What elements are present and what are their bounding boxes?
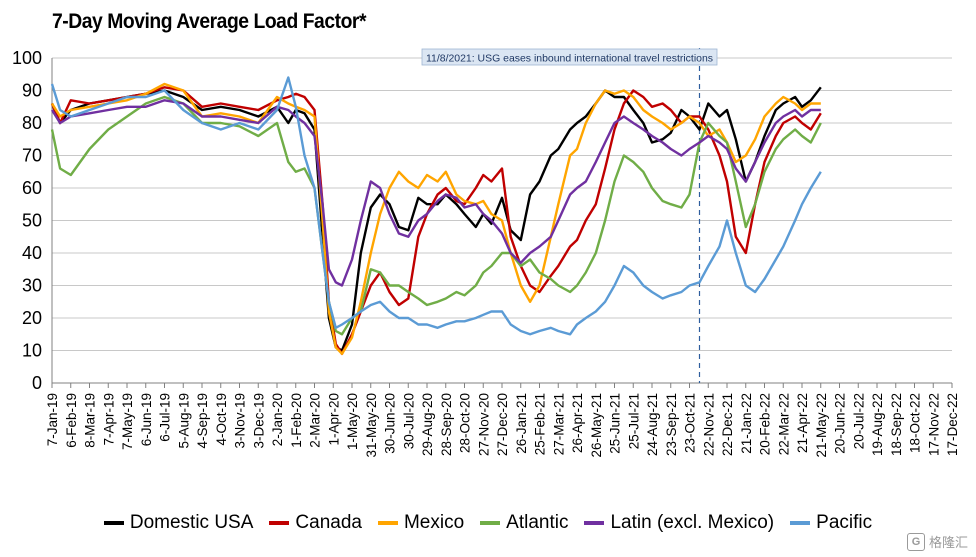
y-tick-label: 10 bbox=[22, 341, 42, 361]
x-tick-label: 21-May-22 bbox=[814, 393, 829, 458]
x-tick-label: 27-Mar-21 bbox=[551, 393, 566, 455]
y-tick-label: 40 bbox=[22, 243, 42, 263]
series-line-atlantic bbox=[50, 95, 822, 336]
legend-swatch bbox=[790, 521, 811, 525]
x-tick-label: 1-Feb-20 bbox=[289, 393, 304, 448]
annotation-box bbox=[421, 48, 718, 66]
x-tick-label: 7-Jan-19 bbox=[45, 393, 60, 446]
x-tick-label: 3-Dec-19 bbox=[251, 393, 266, 449]
x-axis: 7-Jan-19 6-Feb-19 8-Mar-19 7-Apr-19 7-May-19… bbox=[45, 382, 960, 458]
legend-item: Domestic USA bbox=[103, 512, 254, 534]
watermark-text: 格隆汇 bbox=[928, 535, 968, 550]
legend-label: Domestic USA bbox=[129, 512, 254, 533]
x-tick-label: 28-Sep-20 bbox=[439, 393, 454, 456]
x-tick-label: 26-Apr-21 bbox=[570, 393, 585, 453]
annotation-layer: 11/8/2021: USG eases inbound internation… bbox=[421, 48, 718, 383]
y-tick-label: 0 bbox=[32, 373, 42, 393]
x-tick-label: 22-Nov-21 bbox=[701, 393, 716, 456]
x-tick-label: 19-Aug-22 bbox=[870, 393, 885, 456]
legend-item: Latin (excl. Mexico) bbox=[584, 512, 774, 534]
x-tick-label: 3-Nov-19 bbox=[233, 393, 248, 449]
watermark: G 格隆汇 bbox=[906, 532, 968, 551]
x-tick-label: 17-Nov-22 bbox=[926, 393, 941, 456]
x-tick-label: 26-May-21 bbox=[589, 393, 604, 458]
x-tick-label: 5-Aug-19 bbox=[176, 393, 191, 449]
x-tick-label: 22-Mar-22 bbox=[776, 393, 791, 455]
y-tick-label: 30 bbox=[22, 276, 42, 296]
legend-item: Pacific bbox=[790, 512, 872, 534]
x-tick-label: 17-Dec-22 bbox=[945, 393, 960, 456]
legend-label: Canada bbox=[295, 512, 362, 533]
legend-item: Atlantic bbox=[480, 512, 568, 534]
legend-item: Canada bbox=[269, 512, 362, 534]
y-tick-label: 70 bbox=[22, 146, 42, 166]
legend-swatch bbox=[103, 521, 124, 525]
x-tick-label: 8-Mar-19 bbox=[83, 393, 98, 448]
watermark-logo-icon: G bbox=[906, 532, 925, 551]
legend-label: Mexico bbox=[403, 512, 465, 533]
x-tick-label: 7-Apr-19 bbox=[101, 393, 116, 446]
x-tick-label: 4-Oct-19 bbox=[214, 393, 229, 446]
x-tick-label: 21-Apr-22 bbox=[795, 393, 810, 453]
legend-swatch bbox=[269, 521, 290, 525]
y-tick-label: 60 bbox=[22, 178, 42, 198]
x-tick-label: 30-Jul-20 bbox=[401, 393, 416, 449]
x-tick-label: 18-Sep-22 bbox=[889, 393, 904, 456]
gridlines bbox=[52, 57, 952, 351]
x-tick-label: 6-Jun-19 bbox=[139, 393, 154, 446]
x-tick-label: 23-Sep-21 bbox=[664, 393, 679, 456]
series-line-pacific bbox=[50, 76, 822, 336]
y-axis: 0 10 20 30 40 50 60 70 80 90 100 bbox=[12, 48, 53, 393]
annotation-text: 11/8/2021: USG eases inbound internation… bbox=[426, 53, 713, 65]
x-tick-label: 20-Feb-22 bbox=[758, 393, 773, 455]
y-tick-label: 20 bbox=[22, 308, 42, 328]
legend-swatch bbox=[377, 521, 398, 525]
legend-label: Pacific bbox=[816, 512, 873, 533]
x-tick-label: 6-Feb-19 bbox=[64, 393, 79, 448]
x-tick-label: 1-Apr-20 bbox=[326, 393, 341, 446]
x-tick-label: 20-Jun-22 bbox=[833, 393, 848, 454]
legend: Domestic USA Canada Mexico Atlantic Latin (e… bbox=[0, 512, 976, 534]
x-tick-label: 25-Jul-21 bbox=[626, 393, 641, 449]
x-tick-label: 20-Jul-22 bbox=[851, 393, 866, 449]
legend-swatch bbox=[480, 521, 501, 525]
x-tick-label: 6-Jul-19 bbox=[158, 393, 173, 442]
y-tick-label: 100 bbox=[12, 48, 42, 68]
x-tick-label: 27-Nov-20 bbox=[476, 393, 491, 456]
legend-item: Mexico bbox=[377, 512, 465, 534]
x-tick-label: 29-Aug-20 bbox=[420, 393, 435, 456]
y-tick-label: 50 bbox=[22, 211, 42, 231]
legend-label: Latin (excl. Mexico) bbox=[610, 512, 775, 533]
x-tick-label: 7-May-19 bbox=[120, 393, 135, 450]
legend-swatch bbox=[584, 521, 605, 525]
x-tick-label: 26-Jan-21 bbox=[514, 393, 529, 454]
x-tick-label: 30-Jun-20 bbox=[383, 393, 398, 454]
x-tick-label: 18-Oct-22 bbox=[908, 393, 923, 453]
series-layer bbox=[50, 76, 822, 355]
x-tick-label: 2-Jan-20 bbox=[270, 393, 285, 446]
x-tick-label: 27-Dec-20 bbox=[495, 393, 510, 456]
x-tick-label: 28-Oct-20 bbox=[458, 393, 473, 453]
y-tick-label: 80 bbox=[22, 113, 42, 133]
x-tick-label: 1-May-20 bbox=[345, 393, 360, 450]
chart-title: 7-Day Moving Average Load Factor* bbox=[52, 10, 367, 33]
x-tick-label: 24-Aug-21 bbox=[645, 393, 660, 456]
x-tick-label: 25-Feb-21 bbox=[533, 393, 548, 455]
x-tick-label: 25-Jun-21 bbox=[608, 393, 623, 454]
x-tick-label: 4-Sep-19 bbox=[195, 393, 210, 449]
x-tick-label: 23-Oct-21 bbox=[683, 393, 698, 453]
x-tick-label: 31-May-20 bbox=[364, 393, 379, 458]
series-line-latin-excl-mexico bbox=[50, 99, 821, 287]
y-tick-label: 90 bbox=[22, 81, 42, 101]
legend-label: Atlantic bbox=[506, 512, 569, 533]
x-tick-label: 22-Dec-21 bbox=[720, 393, 735, 456]
series-line-canada bbox=[50, 86, 822, 355]
x-tick-label: 2-Mar-20 bbox=[308, 393, 323, 448]
x-tick-label: 21-Jan-22 bbox=[739, 393, 754, 454]
